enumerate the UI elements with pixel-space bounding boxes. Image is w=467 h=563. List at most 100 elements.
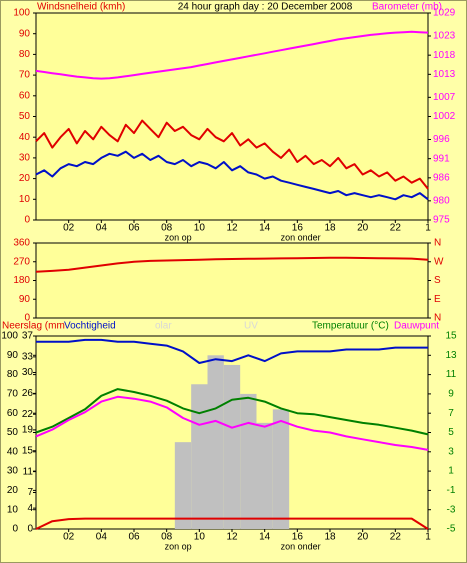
- y-tick-label: 7: [27, 487, 33, 498]
- rain-label: Neerslag (mm: [2, 321, 65, 332]
- y-tick-label: 20: [19, 173, 31, 184]
- y-tick-label: 980: [433, 195, 450, 206]
- annotation: zon op: [165, 232, 192, 242]
- y-tick-label: 996: [433, 134, 450, 145]
- y-tick-label: 100: [1, 331, 18, 342]
- y-tick-label: 1029: [433, 8, 456, 19]
- y-tick-label: E: [434, 294, 441, 305]
- y-tick-label: 11: [23, 466, 34, 477]
- y-tick-label: 30: [22, 367, 34, 378]
- y-tick-label: 9: [448, 389, 454, 400]
- solar-bar: [256, 422, 273, 529]
- y-tick-label: 1007: [433, 92, 456, 103]
- y-tick-label: 70: [7, 389, 19, 400]
- y-tick-label: 13: [445, 350, 457, 361]
- annotation: zon op: [165, 541, 192, 551]
- x-tick-label: 18: [324, 532, 336, 543]
- y-tick-label: 0: [24, 313, 30, 324]
- chart-title: 24 hour graph day : 20 December 2008: [178, 2, 353, 13]
- y-tick-label: 15: [22, 445, 34, 456]
- y-tick-label: S: [434, 275, 441, 286]
- y-tick-label: 50: [7, 427, 19, 438]
- y-tick-label: 100: [13, 8, 30, 19]
- solar-bar: [191, 384, 208, 529]
- x-tick-label: 1: [425, 532, 431, 543]
- x-tick-label: 12: [226, 532, 238, 543]
- y-tick-label: 30: [7, 466, 19, 477]
- solar-bar: [240, 393, 257, 529]
- x-tick-label: 14: [259, 532, 271, 543]
- series-line: [35, 256, 429, 273]
- x-tick-label: 02: [63, 532, 75, 543]
- y-tick-label: 26: [22, 388, 34, 399]
- series-line: [35, 150, 429, 201]
- x-tick-label: 10: [194, 223, 206, 234]
- y-tick-label: 10: [7, 504, 19, 515]
- y-tick-label: 3: [448, 446, 454, 457]
- series-line: [35, 388, 429, 436]
- y-tick-label: 1: [448, 466, 454, 477]
- y-tick-label: 90: [19, 294, 31, 305]
- x-tick-label: 08: [161, 223, 173, 234]
- wind-label: Windsnelheid (kmh): [37, 2, 125, 13]
- y-tick-label: N: [434, 238, 441, 249]
- solar-bar: [223, 364, 241, 529]
- y-tick-label: 22: [22, 409, 34, 420]
- solar-label: olar: [155, 321, 172, 332]
- y-tick-label: 37: [22, 331, 34, 342]
- y-tick-label: 1023: [433, 31, 456, 42]
- plot-area: [35, 12, 429, 221]
- y-tick-label: 15: [445, 331, 457, 342]
- y-tick-label: 180: [13, 275, 30, 286]
- temperature-label: Temperatuur (°C): [312, 321, 389, 332]
- y-tick-label: 5: [448, 427, 454, 438]
- solar-bar: [272, 409, 290, 529]
- y-tick-label: 0: [27, 524, 33, 535]
- y-tick-label: 975: [433, 215, 450, 226]
- uv-label: UV: [244, 321, 258, 332]
- y-tick-label: 1002: [433, 111, 456, 122]
- y-tick-label: 19: [22, 425, 34, 436]
- x-tick-label: 22: [390, 532, 402, 543]
- y-tick-label: 1018: [433, 50, 456, 61]
- y-tick-label: 7: [448, 408, 454, 419]
- series-line: [36, 338, 428, 364]
- x-tick-label: 14: [259, 223, 271, 234]
- y-tick-label: -1: [447, 485, 456, 496]
- y-tick-label: N: [434, 313, 441, 324]
- y-tick-label: 40: [7, 446, 19, 457]
- y-tick-label: 80: [7, 369, 19, 380]
- x-tick-label: 04: [96, 532, 108, 543]
- barometer-label: Barometer (mb): [372, 2, 442, 13]
- series-line: [35, 30, 429, 80]
- x-tick-label: 20: [357, 532, 369, 543]
- x-tick-label: 06: [128, 532, 140, 543]
- x-tick-label: 12: [226, 223, 238, 234]
- annotation: zon onder: [281, 232, 321, 242]
- annotation: zon onder: [281, 541, 321, 551]
- series-line: [35, 395, 429, 451]
- y-tick-label: 1013: [433, 69, 456, 80]
- y-tick-label: 60: [7, 408, 19, 419]
- x-tick-label: 06: [128, 223, 140, 234]
- y-tick-label: 10: [19, 194, 31, 205]
- y-tick-label: -3: [447, 504, 456, 515]
- y-tick-label: -5: [447, 524, 456, 535]
- dewpoint-label: Dauwpunt: [394, 321, 439, 332]
- y-tick-label: 270: [13, 256, 30, 267]
- y-tick-label: 90: [7, 350, 19, 361]
- x-tick-label: 22: [390, 223, 402, 234]
- y-tick-label: 33: [22, 352, 34, 363]
- y-tick-label: 30: [19, 153, 31, 164]
- x-tick-label: 1: [425, 223, 431, 234]
- y-tick-label: 986: [433, 172, 450, 183]
- y-tick-label: 20: [7, 485, 19, 496]
- x-tick-label: 08: [161, 532, 173, 543]
- plot-area: [35, 242, 429, 319]
- y-tick-label: 90: [19, 28, 31, 39]
- y-tick-label: 4: [27, 503, 33, 514]
- x-tick-label: 18: [324, 223, 336, 234]
- x-tick-label: 04: [96, 223, 108, 234]
- y-tick-label: 11: [446, 369, 457, 380]
